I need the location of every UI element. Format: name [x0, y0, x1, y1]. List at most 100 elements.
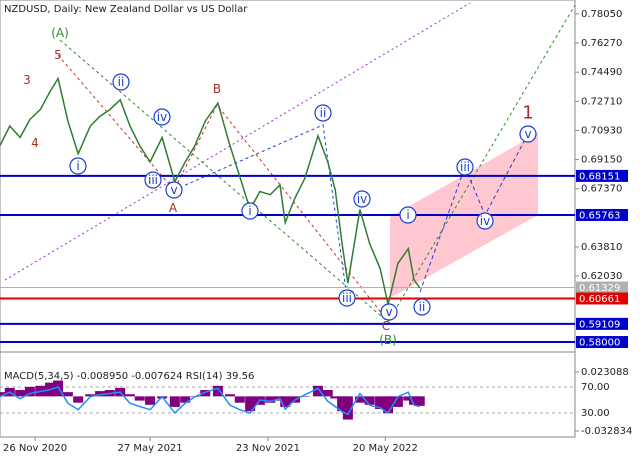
wave-label: v — [524, 127, 531, 141]
level-label: 0.61329 — [579, 283, 620, 294]
level-label: 0.60661 — [579, 294, 620, 305]
macd-bar — [364, 396, 375, 405]
wave-label: B — [213, 82, 221, 96]
level-label: 0.65763 — [579, 210, 620, 221]
wave-label: iv — [480, 214, 490, 228]
y-tick-label: 0.63810 — [581, 242, 622, 253]
wave-label: C — [382, 319, 390, 333]
macd-bar — [53, 380, 64, 397]
price-line — [0, 76, 421, 305]
macd-bar — [245, 396, 256, 412]
wave-label: 1 — [522, 103, 533, 124]
wave-circle — [69, 157, 87, 175]
level-tag — [576, 292, 628, 305]
wave-label: 4 — [31, 136, 39, 150]
wave-label: iii — [460, 160, 470, 174]
wave-circle — [153, 108, 171, 126]
wave-label: (B) — [379, 333, 397, 347]
wave-label: i — [406, 208, 409, 222]
wave-circle — [380, 303, 398, 321]
wave-label: i — [76, 159, 79, 173]
y-tick-label: 0.74490 — [581, 67, 622, 78]
macd-bar — [145, 396, 156, 405]
macd-bar — [342, 396, 353, 420]
y-tick-label: 0.62030 — [581, 271, 622, 282]
macd-bar — [403, 396, 414, 401]
wave-circle — [338, 289, 356, 307]
wave-circle — [241, 202, 259, 220]
macd-bar — [180, 396, 191, 403]
wave-label: iv — [357, 192, 367, 206]
wave-label: iii — [148, 173, 158, 187]
level-tag — [576, 336, 628, 349]
level-label: 0.68151 — [579, 171, 620, 182]
y-tick-label: -0.032834 — [581, 426, 632, 437]
wave-label: A — [169, 201, 178, 215]
y-tick-label: 0.72710 — [581, 96, 622, 107]
y-tick-label: 0.78050 — [581, 9, 622, 20]
wave-label: ii — [419, 300, 426, 314]
macd-bar — [212, 385, 223, 397]
macd-bar — [200, 390, 211, 397]
y-tick-label: 0.69150 — [581, 155, 622, 166]
level-label: 0.59109 — [579, 319, 620, 330]
wave-circle — [144, 171, 162, 189]
wave-label: i — [248, 204, 251, 218]
macd-bar — [15, 390, 26, 397]
wave-circle — [165, 181, 183, 199]
wave-label: iv — [157, 110, 167, 124]
wave-label: 5 — [54, 48, 62, 62]
chart-title: NZDUSD, Daily: New Zealand Dollar vs US … — [4, 4, 248, 15]
level-label: 0.58000 — [579, 338, 620, 349]
macd-bar — [383, 396, 394, 414]
macd-bar — [330, 396, 341, 399]
macd-bar — [62, 392, 73, 397]
wave-label: 3 — [23, 73, 31, 87]
macd-bar — [169, 396, 180, 407]
macd-bar — [354, 396, 365, 403]
macd-bar — [95, 391, 106, 397]
macd-bar — [124, 394, 135, 397]
macd-bar — [134, 396, 145, 401]
level-tag — [576, 317, 628, 330]
macd-bar — [0, 392, 5, 397]
macd-bar — [85, 394, 96, 397]
wave-circle — [353, 190, 371, 208]
macd-bar — [392, 396, 403, 407]
wave-label: ii — [118, 75, 125, 89]
macd-bar — [225, 394, 235, 397]
wave-label: (A) — [51, 26, 69, 40]
macd-bar — [73, 396, 84, 403]
rsi-line — [0, 386, 420, 416]
wave-label: v — [170, 183, 177, 197]
wave-circle — [413, 298, 431, 316]
macd-bar — [299, 396, 310, 397]
wave-circle — [456, 158, 474, 176]
wave-label: ii — [320, 106, 327, 120]
indicator-title: MACD(5,34,5) -0.008950 -0.007624 RSI(14)… — [4, 371, 254, 382]
x-tick-label: 26 Nov 2020 — [3, 443, 67, 454]
wave-label: v — [385, 305, 392, 319]
y-tick-label: 0.70930 — [581, 125, 622, 136]
macd-bar — [414, 396, 425, 406]
macd-bar — [409, 396, 419, 405]
macd-bar — [337, 396, 348, 412]
macd-bar — [312, 385, 323, 397]
y-tick-label: 0.67370 — [581, 184, 622, 195]
y-tick-label: 0.76270 — [581, 38, 622, 49]
x-tick-label: 20 May 2022 — [353, 443, 418, 454]
y2-tick-label: 70.00 — [581, 382, 610, 393]
macd-bar — [322, 390, 333, 397]
wave-circle — [399, 206, 417, 224]
x-tick-label: 27 May 2021 — [117, 443, 182, 454]
wave-circle — [314, 104, 332, 122]
x-tick-label: 23 Nov 2021 — [236, 443, 300, 454]
wave-label: iii — [342, 291, 352, 305]
level-tag — [576, 281, 628, 294]
level-tag — [576, 208, 628, 221]
wave-circle — [519, 125, 537, 143]
y2-tick-label: 30.00 — [581, 408, 610, 419]
wave-circle — [476, 212, 494, 230]
macd-bar — [234, 396, 245, 403]
